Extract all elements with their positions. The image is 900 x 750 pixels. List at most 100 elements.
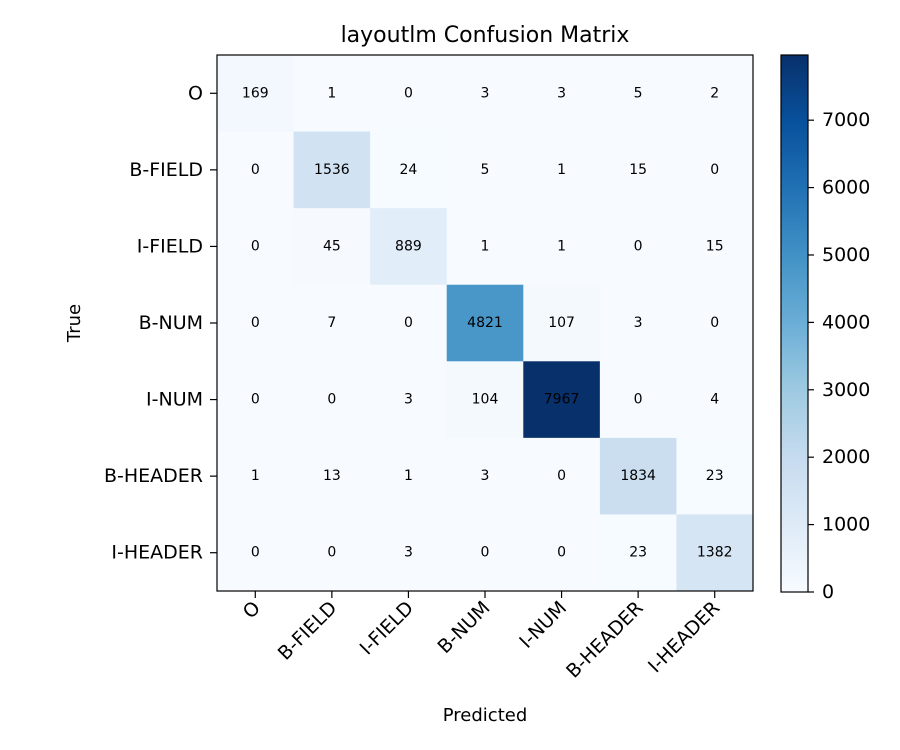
heatmap-cell — [293, 284, 371, 362]
cell-value-label: 24 — [400, 162, 418, 178]
cell-value-label: 1 — [327, 85, 336, 101]
cell-value-label: 1536 — [314, 162, 350, 178]
heatmap-cell — [676, 437, 754, 515]
cell-value-label: 7967 — [544, 392, 580, 408]
heatmap-cell — [599, 514, 677, 592]
y-tick-label: I-NUM — [146, 389, 203, 411]
y-axis-ticks: O B-FIELD I-FIELD B-NUM I-NUM B-HEADER I-HEADE… — [104, 82, 217, 564]
cell-value-label: 0 — [251, 392, 260, 408]
colorbar — [780, 54, 809, 593]
heatmap-cell — [446, 284, 524, 362]
colorbar-tick-label: 1000 — [822, 514, 870, 536]
colorbar-tick-label: 4000 — [822, 311, 870, 333]
cell-value-label: 3 — [634, 315, 643, 331]
cell-value-label: 1382 — [697, 545, 733, 561]
cell-value-label: 0 — [710, 162, 719, 178]
heatmap-cell — [370, 208, 448, 286]
colorbar-tick-label: 7000 — [822, 109, 870, 131]
x-tick-label: O — [239, 597, 265, 623]
cell-value-label: 0 — [251, 315, 260, 331]
heatmap-cell — [599, 55, 677, 133]
colorbar-tick-label: 0 — [822, 581, 834, 603]
heatmap-cell — [676, 208, 754, 286]
y-tick-label: B-FIELD — [129, 159, 203, 181]
cell-value-label: 5 — [634, 85, 643, 101]
heatmap-cell — [293, 514, 371, 592]
heatmap-cell — [523, 208, 601, 286]
cell-value-label: 15 — [706, 238, 724, 254]
x-tick-label: I-NUM — [515, 597, 571, 653]
heatmap-cell — [523, 131, 601, 209]
heatmap-cell — [523, 55, 601, 133]
heatmap-cell — [293, 55, 371, 133]
y-tick-label: B-HEADER — [104, 465, 203, 487]
cell-value-label: 0 — [404, 315, 413, 331]
heatmap-cell — [523, 437, 601, 515]
colorbar-tick-label: 6000 — [822, 177, 870, 199]
cell-value-label: 1 — [251, 468, 260, 484]
heatmap-cell — [446, 208, 524, 286]
heatmap-cell — [370, 514, 448, 592]
heatmap-cell — [676, 55, 754, 133]
heatmap-cell — [370, 437, 448, 515]
cell-value-label: 0 — [634, 392, 643, 408]
heatmap-cell — [599, 208, 677, 286]
y-tick-label: I-FIELD — [137, 235, 203, 257]
heatmap-cell — [676, 284, 754, 362]
cell-value-label: 0 — [557, 468, 566, 484]
cell-value-label: 3 — [481, 468, 490, 484]
heatmap-cell — [446, 55, 524, 133]
x-axis-ticks: O B-FIELD I-FIELD B-NUM I-NUMB-HEADERI-HEADE… — [239, 591, 724, 683]
cell-value-label: 1 — [481, 238, 490, 254]
cell-value-label: 7 — [327, 315, 336, 331]
heatmap-cell — [599, 361, 677, 439]
cell-value-label: 23 — [706, 468, 724, 484]
cell-value-label: 1 — [557, 162, 566, 178]
x-axis-label: Predicted — [443, 705, 528, 726]
cell-value-label: 0 — [634, 238, 643, 254]
heatmap-cell — [370, 284, 448, 362]
cell-value-label: 0 — [251, 162, 260, 178]
heatmap-cell — [293, 131, 371, 209]
cell-value-label: 0 — [327, 545, 336, 561]
y-tick-label: I-HEADER — [111, 542, 203, 564]
cell-value-label: 0 — [710, 315, 719, 331]
y-tick-label: O — [188, 82, 203, 104]
cell-value-label: 1834 — [620, 468, 656, 484]
heatmap-cell — [217, 361, 295, 439]
heatmap-cell — [217, 131, 295, 209]
cell-value-label: 0 — [327, 392, 336, 408]
heatmap-cell — [370, 131, 448, 209]
colorbar-tick-label: 5000 — [822, 244, 870, 266]
cell-value-label: 13 — [323, 468, 341, 484]
cell-value-label: 3 — [481, 85, 490, 101]
cell-value-label: 3 — [404, 545, 413, 561]
heatmap-cell — [446, 361, 524, 439]
heatmap-cell — [370, 361, 448, 439]
cell-value-label: 2 — [710, 85, 719, 101]
cell-value-label: 889 — [395, 238, 422, 254]
x-tick-label: I-FIELD — [356, 597, 418, 659]
cell-value-label: 15 — [629, 162, 647, 178]
heatmap-cell — [523, 514, 601, 592]
cell-value-label: 0 — [251, 238, 260, 254]
heatmap-cell — [676, 131, 754, 209]
cell-value-label: 1 — [557, 238, 566, 254]
cell-value-label: 0 — [557, 545, 566, 561]
heatmap-cell — [217, 208, 295, 286]
heatmap-cell — [446, 131, 524, 209]
y-axis-label: True — [64, 304, 85, 343]
heatmap-cell — [523, 284, 601, 362]
cell-value-label: 45 — [323, 238, 341, 254]
cell-value-label: 107 — [548, 315, 575, 331]
x-tick-label: B-NUM — [433, 597, 494, 658]
heatmap-cell — [217, 437, 295, 515]
cell-value-label: 104 — [472, 392, 499, 408]
heatmap-cell — [293, 208, 371, 286]
cell-value-label: 0 — [481, 545, 490, 561]
heatmap-cell — [446, 437, 524, 515]
x-tick-label: B-FIELD — [274, 597, 342, 665]
heatmap-cell — [599, 284, 677, 362]
colorbar-ticks: 0 1000 2000 3000 4000 5000 6000 7000 — [808, 109, 870, 603]
